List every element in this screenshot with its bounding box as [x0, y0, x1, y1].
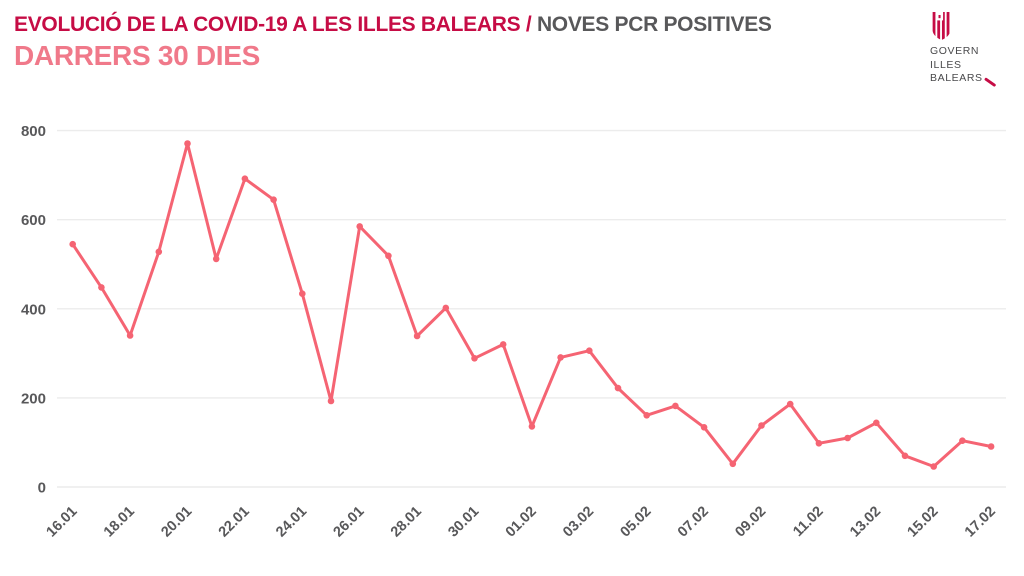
data-point-marker: [69, 240, 76, 248]
data-point-marker: [586, 347, 593, 355]
data-point-marker: [873, 419, 880, 427]
data-point-marker: [499, 341, 507, 348]
y-axis-labels: 0 200 400 600 800: [21, 123, 46, 496]
x-axis-label: 30.01: [445, 504, 482, 541]
data-point-marker: [184, 140, 191, 147]
x-axis-label: 15.02: [905, 504, 942, 541]
data-point-marker: [98, 284, 105, 291]
x-axis-labels: 16.01 18.01 20.01 22.01 24.01 26.01 28.01 30.01…: [44, 504, 999, 541]
data-point-marker: [700, 424, 708, 431]
y-axis-label: 200: [21, 390, 46, 407]
data-point-marker: [815, 440, 823, 447]
x-axis-label: 18.01: [101, 504, 138, 541]
data-point-marker: [672, 402, 679, 410]
data-point-marker: [786, 400, 794, 408]
data-point-marker: [327, 397, 335, 405]
y-axis-label: 800: [21, 123, 46, 140]
data-point-marker: [241, 175, 249, 182]
data-point-marker: [126, 332, 134, 339]
y-axis-label: 600: [21, 212, 46, 229]
page-title-metric: NOVES PCR POSITIVES: [536, 13, 772, 36]
x-axis-label: 16.01: [44, 504, 81, 541]
data-point-marker: [930, 463, 937, 470]
x-axis-label: 13.02: [847, 504, 884, 541]
y-axis-label: 0: [38, 480, 46, 497]
data-point-marker: [155, 248, 163, 256]
data-line: [71, 142, 993, 468]
data-point-marker: [643, 412, 650, 419]
gridlines: [57, 129, 1006, 488]
data-point-marker: [959, 437, 966, 445]
page-title: EVOLUCIÓ DE LA COVID-19 A LES ILLES BALE…: [14, 12, 914, 38]
data-point-marker: [557, 354, 564, 361]
page-title-accent: EVOLUCIÓ DE LA COVID-19 A LES ILLES BALE…: [14, 13, 532, 36]
data-point-marker: [385, 252, 392, 260]
x-axis-label: 07.02: [675, 504, 712, 541]
data-point-marker: [758, 422, 765, 429]
page-header: EVOLUCIÓ DE LA COVID-19 A LES ILLES BALE…: [14, 12, 914, 72]
x-axis-label: 03.02: [560, 504, 597, 541]
logo-text-balears: BALEARS: [930, 72, 983, 84]
page-subtitle: DARRERS 30 DIES: [14, 40, 261, 71]
data-point-marker: [442, 304, 450, 312]
data-point-marker: [299, 290, 306, 298]
logo-text-line2: ILLES: [930, 58, 962, 71]
data-point-marker: [212, 255, 220, 263]
data-point-marker: [614, 384, 622, 392]
balearic-shield-icon: [932, 12, 951, 40]
x-axis-label: 28.01: [388, 504, 425, 541]
data-point-markers: [69, 140, 995, 470]
govern-illes-balears-logo: GOVERN ILLES BALEARS: [930, 12, 1022, 87]
data-point-marker: [471, 355, 478, 362]
x-axis-label: 05.02: [618, 504, 655, 541]
data-point-marker: [901, 452, 909, 460]
x-axis-label: 26.01: [331, 504, 368, 541]
y-axis-label: 400: [21, 301, 46, 318]
logo-text-line3: BALEARS: [930, 72, 1022, 87]
x-axis-label: 17.02: [962, 504, 999, 541]
data-point-marker: [729, 460, 737, 468]
data-point-marker: [987, 443, 995, 450]
x-axis-label: 01.02: [503, 504, 540, 541]
data-point-marker: [270, 196, 277, 203]
x-axis-label: 11.02: [790, 504, 826, 540]
data-point-marker: [356, 223, 364, 230]
x-axis-label: 09.02: [732, 504, 769, 541]
x-axis-label: 22.01: [216, 504, 253, 541]
data-point-marker: [844, 434, 851, 442]
logo-text-line1: GOVERN: [930, 45, 980, 57]
x-axis-label: 24.01: [273, 504, 310, 541]
x-axis-label: 20.01: [158, 504, 195, 541]
data-point-marker: [528, 423, 536, 430]
data-point-marker: [413, 332, 421, 340]
